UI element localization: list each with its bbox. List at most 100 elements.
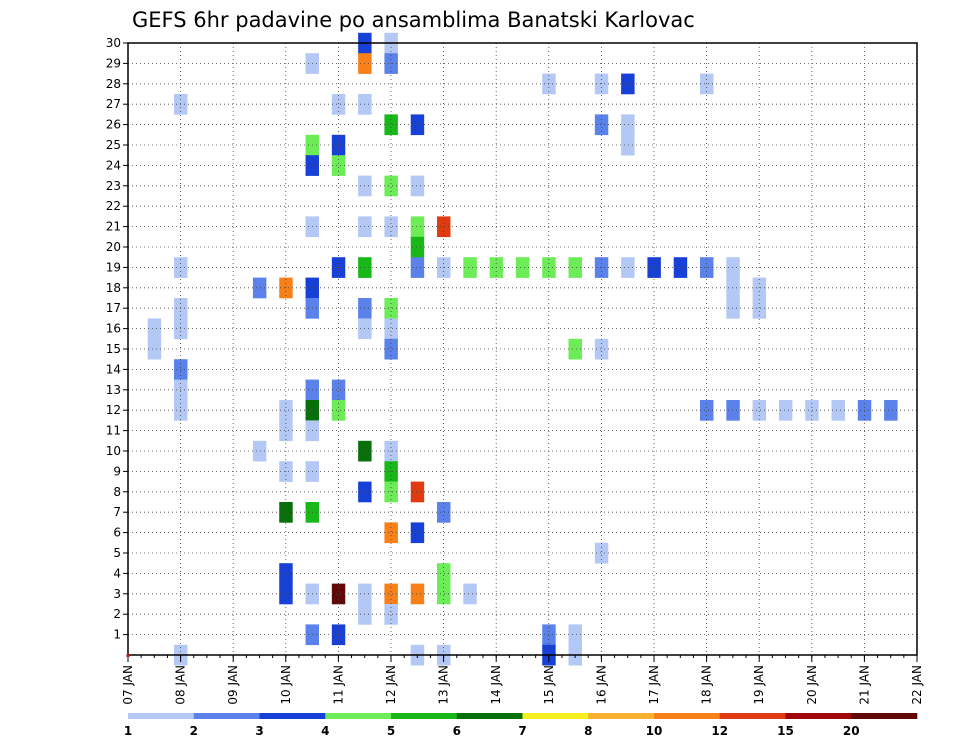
y-tick-label-26: 26 (106, 118, 121, 132)
precip-cell-101 (752, 400, 767, 421)
y-tick-label-30: 30 (106, 36, 121, 50)
colorbar-swatch-3 (325, 713, 392, 719)
colorbar-swatch-10 (785, 713, 852, 719)
precip-cell-42 (410, 216, 425, 238)
precip-cell-98 (331, 400, 346, 421)
precip-cell-103 (805, 400, 819, 421)
precip-cell-48 (410, 257, 425, 278)
precip-cell-22 (331, 134, 346, 156)
precip-cell-145 (331, 583, 346, 605)
precip-cells (147, 32, 898, 666)
precip-cell-27 (331, 155, 346, 176)
chart-title: GEFS 6hr padavine po ansamblima Banatski… (132, 8, 695, 32)
y-tick-label-29: 29 (106, 56, 121, 70)
precip-cell-147 (384, 583, 398, 605)
colorbar-label-8: 8 (584, 724, 592, 738)
precip-cell-123 (410, 481, 425, 503)
precip-cell-148 (410, 583, 425, 605)
precip-cell-89 (331, 379, 346, 401)
precip-cell-60 (726, 257, 740, 278)
precip-cell-106 (884, 400, 898, 421)
y-tick-label-12: 12 (106, 403, 121, 417)
x-tick-label-11: 18 JAN (700, 665, 714, 705)
precip-cell-44 (410, 236, 425, 258)
y-tick-label-24: 24 (106, 158, 121, 172)
precip-cell-77 (147, 318, 162, 340)
precip-cell-23 (621, 134, 635, 156)
precip-cell-83 (568, 338, 582, 360)
precip-cell-96 (279, 400, 293, 421)
x-tick-label-5: 12 JAN (384, 665, 398, 705)
precip-cell-81 (147, 338, 162, 360)
x-tick-label-12: 19 JAN (752, 665, 766, 705)
precip-cell-20 (621, 114, 635, 136)
y-tick-label-21: 21 (106, 220, 121, 234)
precip-cell-19 (594, 114, 609, 136)
x-tick-label-10: 17 JAN (647, 665, 661, 705)
x-tick-label-3: 10 JAN (279, 665, 293, 705)
colorbar-swatch-1 (193, 713, 260, 719)
colorbar-swatch-6 (522, 713, 589, 719)
precip-cell-12 (621, 73, 635, 95)
y-tick-label-9: 9 (113, 464, 121, 478)
precip-cell-56 (621, 257, 635, 278)
colorbar-swatch-2 (259, 713, 326, 719)
colorbar-swatch-0 (128, 713, 195, 719)
colorbar: 1 2 3 4 5 6 7 8 10 12 15 20 (124, 713, 918, 738)
precip-cell-152 (384, 604, 398, 625)
precip-cell-100 (726, 400, 740, 421)
precip-cell-64 (252, 277, 267, 299)
y-tick-label-16: 16 (106, 322, 121, 336)
y-tick-label-19: 19 (106, 260, 121, 274)
x-tick-label-6: 13 JAN (437, 665, 451, 705)
precip-cell-41 (384, 216, 398, 238)
colorbar-label-15: 15 (777, 724, 794, 738)
precip-cell-150 (463, 583, 477, 605)
precip-cell-149 (437, 583, 451, 605)
precip-cell-82 (384, 338, 398, 360)
y-tick-label-10: 10 (106, 444, 121, 458)
precip-cell-138 (437, 563, 451, 584)
y-tick-label-18: 18 (106, 281, 121, 295)
precip-cell-115 (252, 440, 267, 462)
x-tick-label-0: 07 JAN (121, 665, 135, 705)
precip-cell-99 (700, 400, 714, 421)
precip-cell-104 (831, 400, 845, 421)
colorbar-label-12: 12 (711, 724, 728, 738)
y-tick-label-22: 22 (106, 199, 121, 213)
precip-cell-74 (384, 298, 398, 319)
y-axis: 1234567891011121314151617181920212223242… (106, 36, 128, 642)
precip-cell-111 (279, 420, 293, 442)
x-tick-label-2: 09 JAN (226, 665, 240, 705)
precip-cell-30 (384, 175, 398, 197)
colorbar-label-5: 5 (387, 724, 395, 738)
precip-cell-50 (463, 257, 477, 278)
y-tick-label-15: 15 (106, 342, 121, 356)
colorbar-label-2: 2 (190, 724, 198, 738)
colorbar-swatch-11 (851, 713, 918, 719)
y-tick-label-17: 17 (106, 301, 121, 315)
precip-cell-102 (778, 400, 793, 421)
x-tick-label-14: 21 JAN (857, 665, 871, 705)
x-tick-label-13: 20 JAN (805, 665, 819, 705)
x-tick-label-4: 11 JAN (331, 665, 345, 705)
y-tick-label-8: 8 (113, 485, 121, 499)
y-tick-label-27: 27 (106, 97, 121, 111)
colorbar-swatch-7 (588, 713, 655, 719)
precip-cell-76 (752, 298, 767, 319)
y-tick-label-1: 1 (113, 628, 121, 642)
y-tick-label-14: 14 (106, 362, 121, 376)
colorbar-label-20: 20 (843, 724, 860, 738)
x-tick-label-15: 22 JAN (910, 665, 924, 705)
colorbar-swatch-5 (456, 713, 523, 719)
grid-lines (128, 43, 917, 655)
precip-cell-17 (384, 114, 398, 136)
y-tick-label-2: 2 (113, 607, 121, 621)
colorbar-label-6: 6 (453, 724, 461, 738)
precip-cell-80 (384, 318, 398, 340)
x-origin-mark (126, 654, 130, 657)
precip-cell-124 (279, 502, 293, 523)
precip-cell-84 (594, 338, 609, 360)
precip-cell-154 (331, 624, 346, 646)
precip-cell-137 (279, 563, 293, 584)
